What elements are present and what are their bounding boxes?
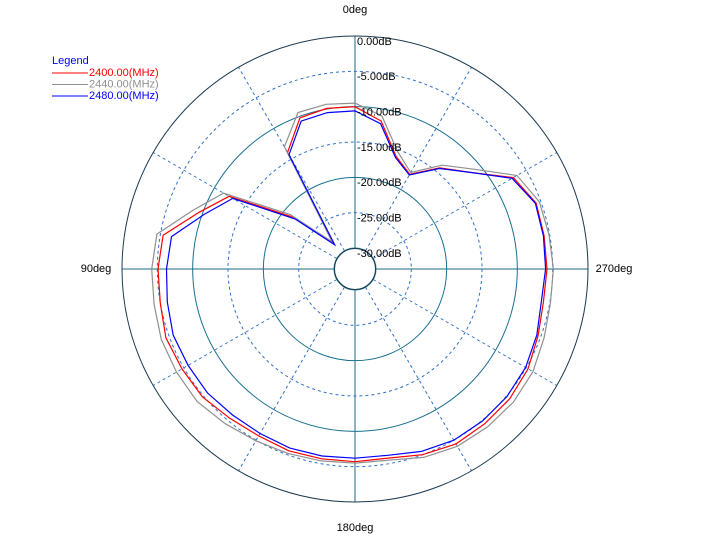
r-tick-label: -15.00dB	[357, 142, 402, 154]
legend-label: 2440.00(MHz)	[89, 78, 159, 90]
r-tick-label: -20.00dB	[357, 177, 402, 189]
theta-tick-label: 270deg	[596, 263, 633, 275]
r-tick-label: -25.00dB	[357, 213, 402, 225]
spoke	[372, 152, 558, 259]
r-tick-label: -10.00dB	[357, 107, 402, 119]
spoke	[238, 286, 345, 472]
grid-ring	[156, 70, 554, 468]
r-tick-label: -5.00dB	[357, 71, 396, 83]
legend-label: 2480.00(MHz)	[89, 90, 159, 102]
series-line	[165, 110, 547, 459]
grid-ring	[227, 141, 483, 397]
theta-tick-label: 180deg	[337, 522, 374, 534]
series-line	[157, 106, 548, 463]
legend-title: Legend	[52, 55, 89, 67]
spoke	[152, 152, 338, 259]
spoke	[238, 66, 345, 252]
series-line	[151, 102, 555, 464]
theta-tick-label: 90deg	[81, 263, 112, 275]
r-tick-label: 0.00dB	[357, 36, 392, 48]
grid-ring	[121, 35, 589, 503]
grid-ring	[298, 212, 412, 326]
center-hole	[334, 248, 376, 290]
grid-ring	[262, 176, 448, 362]
theta-tick-label: 0deg	[343, 4, 367, 16]
legend-label: 2400.00(MHz)	[89, 67, 159, 79]
r-tick-label: -30.00dB	[357, 248, 402, 260]
